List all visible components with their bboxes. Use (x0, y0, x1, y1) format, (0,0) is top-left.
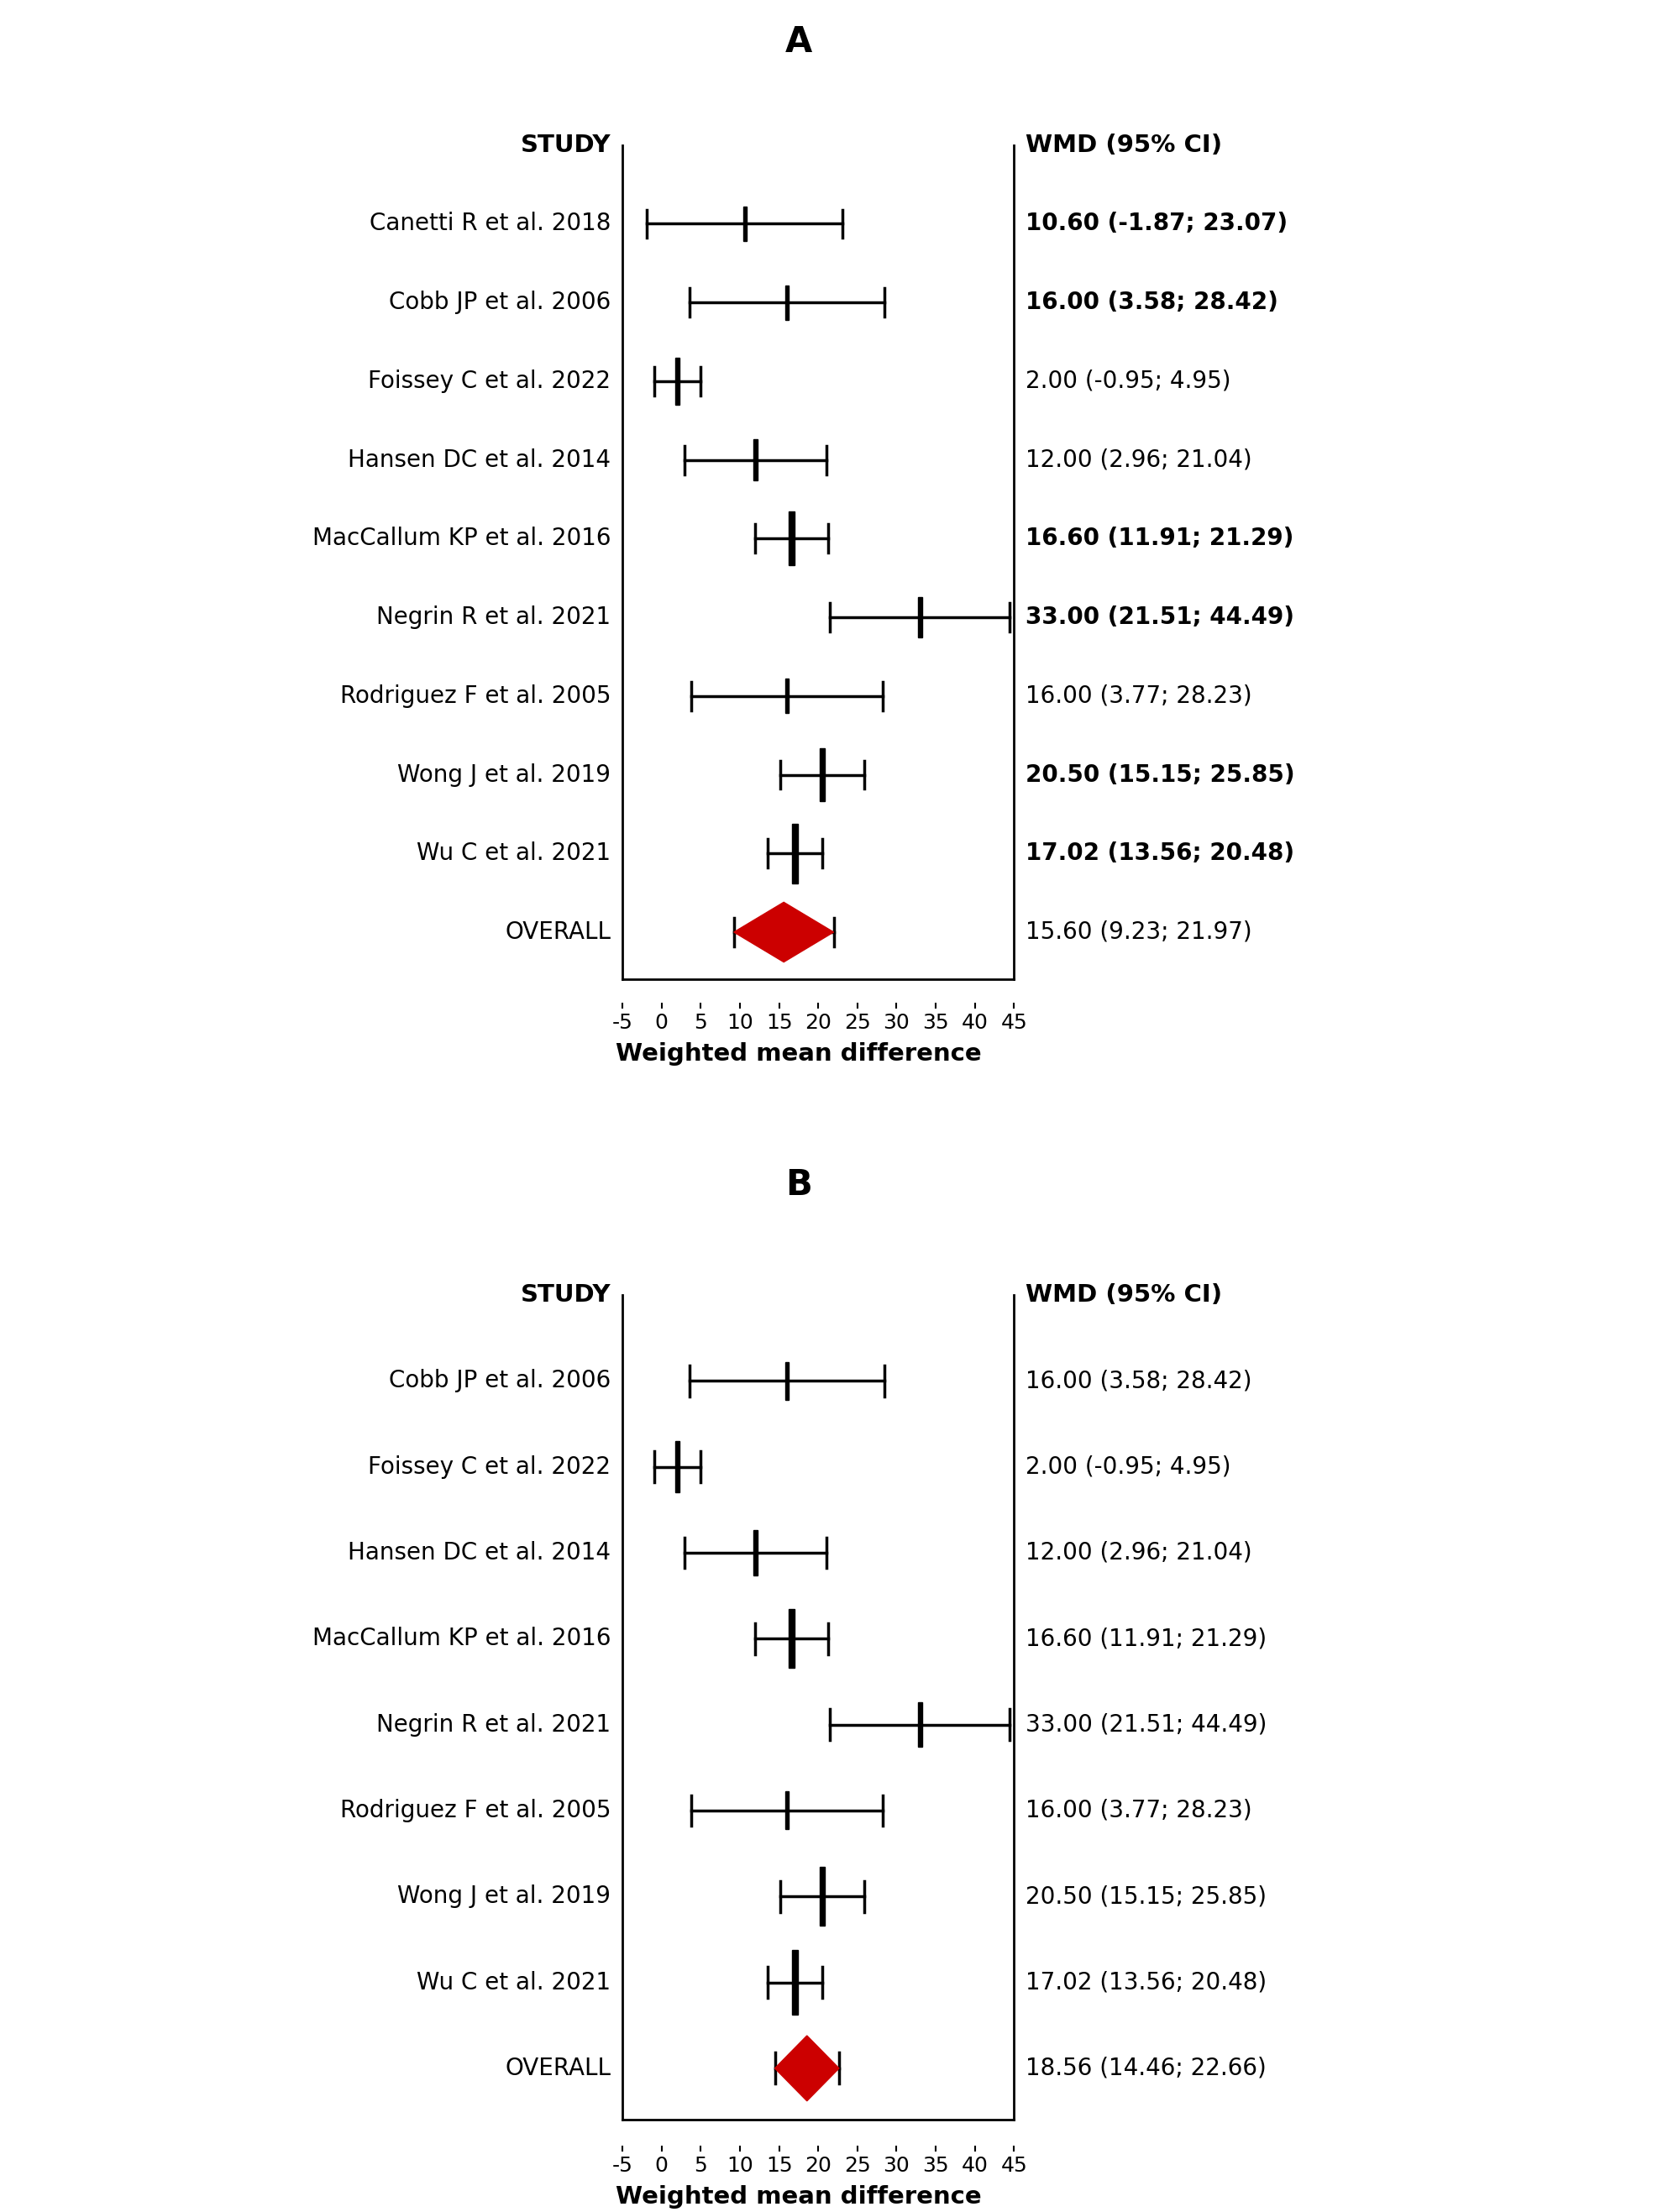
Text: Wu C et al. 2021: Wu C et al. 2021 (416, 1971, 610, 1995)
Bar (918, 1703, 921, 1747)
Text: 18.56 (14.46; 22.66): 18.56 (14.46; 22.66) (1024, 2057, 1266, 2079)
Text: Wong J et al. 2019: Wong J et al. 2019 (397, 1885, 610, 1909)
Text: OVERALL: OVERALL (504, 920, 610, 945)
Bar (675, 1440, 679, 1493)
Title: A: A (785, 24, 812, 60)
Bar (918, 597, 921, 637)
Text: 2.00 (-0.95; 4.95): 2.00 (-0.95; 4.95) (1024, 369, 1231, 394)
Text: 16.60 (11.91; 21.29): 16.60 (11.91; 21.29) (1024, 1626, 1266, 1650)
Bar (785, 1792, 788, 1829)
Bar (785, 679, 788, 712)
Text: 17.02 (13.56; 20.48): 17.02 (13.56; 20.48) (1024, 843, 1294, 865)
Text: 16.00 (3.77; 28.23): 16.00 (3.77; 28.23) (1024, 684, 1252, 708)
Text: Foissey C et al. 2022: Foissey C et al. 2022 (368, 369, 610, 394)
Text: Foissey C et al. 2022: Foissey C et al. 2022 (368, 1455, 610, 1478)
Text: Wu C et al. 2021: Wu C et al. 2021 (416, 843, 610, 865)
Text: Rodriguez F et al. 2005: Rodriguez F et al. 2005 (339, 1798, 610, 1823)
Text: 12.00 (2.96; 21.04): 12.00 (2.96; 21.04) (1024, 449, 1252, 471)
Bar (742, 206, 747, 241)
Polygon shape (775, 2035, 838, 2101)
Bar (820, 1867, 825, 1927)
Text: Hansen DC et al. 2014: Hansen DC et al. 2014 (348, 449, 610, 471)
Text: 16.00 (3.58; 28.42): 16.00 (3.58; 28.42) (1024, 290, 1277, 314)
Text: 16.00 (3.58; 28.42): 16.00 (3.58; 28.42) (1024, 1369, 1252, 1394)
Text: 33.00 (21.51; 44.49): 33.00 (21.51; 44.49) (1024, 1712, 1267, 1736)
Text: STUDY: STUDY (521, 1283, 610, 1307)
Text: Cobb JP et al. 2006: Cobb JP et al. 2006 (389, 1369, 610, 1394)
Text: Cobb JP et al. 2006: Cobb JP et al. 2006 (389, 290, 610, 314)
Bar (785, 1363, 788, 1400)
Text: Rodriguez F et al. 2005: Rodriguez F et al. 2005 (339, 684, 610, 708)
Text: WMD (95% CI): WMD (95% CI) (1024, 1283, 1222, 1307)
Bar (820, 748, 825, 801)
Bar (753, 1531, 757, 1575)
Text: MacCallum KP et al. 2016: MacCallum KP et al. 2016 (313, 1626, 610, 1650)
Text: 16.60 (11.91; 21.29): 16.60 (11.91; 21.29) (1024, 526, 1294, 551)
Bar (788, 1610, 793, 1668)
Text: Canetti R et al. 2018: Canetti R et al. 2018 (369, 212, 610, 234)
Bar (785, 285, 788, 321)
Bar (753, 440, 757, 480)
Bar (788, 511, 793, 566)
Text: 15.60 (9.23; 21.97): 15.60 (9.23; 21.97) (1024, 920, 1252, 945)
Text: Negrin R et al. 2021: Negrin R et al. 2021 (376, 606, 610, 628)
Text: Negrin R et al. 2021: Negrin R et al. 2021 (376, 1712, 610, 1736)
Text: 33.00 (21.51; 44.49): 33.00 (21.51; 44.49) (1024, 606, 1294, 628)
Text: 17.02 (13.56; 20.48): 17.02 (13.56; 20.48) (1024, 1971, 1266, 1995)
X-axis label: Weighted mean difference: Weighted mean difference (615, 1042, 981, 1066)
Bar (792, 1949, 798, 2015)
Title: B: B (785, 1168, 812, 1203)
Bar (675, 358, 679, 405)
Text: Wong J et al. 2019: Wong J et al. 2019 (397, 763, 610, 787)
Text: WMD (95% CI): WMD (95% CI) (1024, 133, 1222, 157)
Text: 12.00 (2.96; 21.04): 12.00 (2.96; 21.04) (1024, 1542, 1252, 1564)
Text: 20.50 (15.15; 25.85): 20.50 (15.15; 25.85) (1024, 1885, 1266, 1909)
Polygon shape (733, 902, 833, 962)
X-axis label: Weighted mean difference: Weighted mean difference (615, 2185, 981, 2208)
Text: 16.00 (3.77; 28.23): 16.00 (3.77; 28.23) (1024, 1798, 1252, 1823)
Text: 2.00 (-0.95; 4.95): 2.00 (-0.95; 4.95) (1024, 1455, 1231, 1478)
Text: MacCallum KP et al. 2016: MacCallum KP et al. 2016 (313, 526, 610, 551)
Text: Hansen DC et al. 2014: Hansen DC et al. 2014 (348, 1542, 610, 1564)
Bar (792, 823, 798, 883)
Text: STUDY: STUDY (521, 133, 610, 157)
Text: OVERALL: OVERALL (504, 2057, 610, 2079)
Text: 10.60 (-1.87; 23.07): 10.60 (-1.87; 23.07) (1024, 212, 1287, 234)
Text: 20.50 (15.15; 25.85): 20.50 (15.15; 25.85) (1024, 763, 1294, 787)
